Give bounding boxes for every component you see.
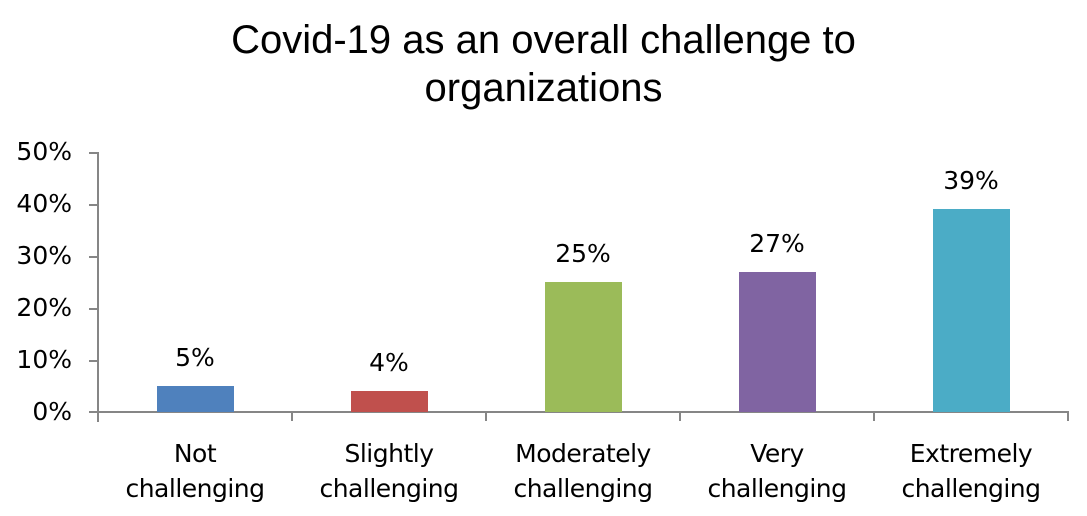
y-tick-label: 30% xyxy=(16,241,72,270)
x-tick xyxy=(291,411,293,421)
y-tick xyxy=(89,204,98,206)
x-category-label: Not challenging xyxy=(98,436,292,506)
data-label: 39% xyxy=(943,166,999,196)
x-tick xyxy=(873,411,875,421)
y-tick-label: 10% xyxy=(16,345,72,374)
data-label: 27% xyxy=(749,228,805,258)
x-label-line: Very xyxy=(750,439,804,468)
x-label-line: Moderately xyxy=(515,439,651,468)
x-tick xyxy=(1067,411,1069,421)
y-tick xyxy=(89,360,98,362)
x-category-label: Slightly challenging xyxy=(292,436,486,506)
x-tick xyxy=(485,411,487,421)
y-tick-label: 0% xyxy=(32,397,72,426)
x-label-line: challenging xyxy=(707,474,847,503)
y-tick xyxy=(89,308,98,310)
bar-extremely-challenging xyxy=(932,209,1010,412)
data-label: 25% xyxy=(555,239,611,268)
data-label: 4% xyxy=(369,348,409,378)
chart-title-line-2: organizations xyxy=(424,66,663,110)
x-label-line: challenging xyxy=(513,474,653,503)
chart-title-line-1: Covid-19 as an overall challenge to xyxy=(231,18,856,62)
bar-slightly-challenging xyxy=(350,391,428,412)
bar-very-challenging xyxy=(738,271,816,412)
x-category-label: Very challenging xyxy=(680,436,874,506)
y-tick-label: 50% xyxy=(16,137,72,166)
x-label-line: challenging xyxy=(319,474,459,503)
bar-not-challenging xyxy=(156,386,234,412)
x-label-line: challenging xyxy=(901,474,1041,503)
y-axis xyxy=(97,152,99,422)
y-tick xyxy=(89,152,98,154)
x-label-line: challenging xyxy=(125,474,265,503)
x-category-label: Extremely challenging xyxy=(874,436,1068,506)
x-label-line: Slightly xyxy=(344,439,434,468)
bar-moderately-challenging xyxy=(544,282,622,412)
data-label: 5% xyxy=(175,343,215,372)
x-category-label: Moderately challenging xyxy=(486,436,680,506)
x-axis xyxy=(89,411,1069,413)
y-tick-label: 40% xyxy=(16,189,72,218)
x-label-line: Not xyxy=(173,439,217,468)
y-tick-label: 20% xyxy=(16,293,72,322)
x-label-line: Extremely xyxy=(909,439,1033,468)
y-tick xyxy=(89,256,98,258)
x-tick xyxy=(679,411,681,421)
chart-title: Covid-19 as an overall challenge to orga… xyxy=(0,16,1087,112)
